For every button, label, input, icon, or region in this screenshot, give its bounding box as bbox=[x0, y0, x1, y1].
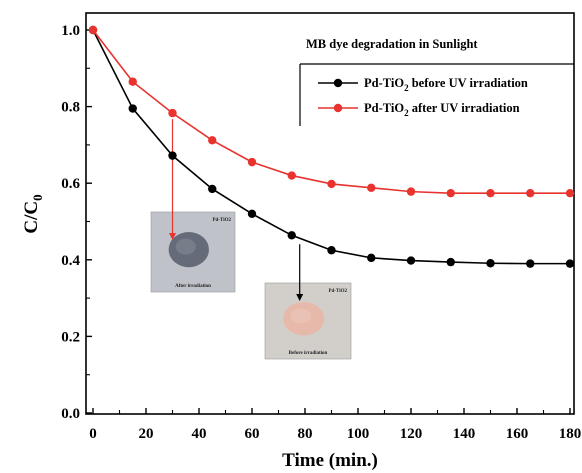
legend-label: Pd-TiO2 after UV irradiation bbox=[364, 101, 520, 118]
inset-photo: Pd-TiO2 After irradiation bbox=[150, 119, 236, 293]
data-point bbox=[446, 257, 455, 267]
inset-photos: Pd-TiO2 After irradiation Pd-TiO2 Before ir… bbox=[150, 119, 352, 360]
data-point bbox=[208, 184, 217, 194]
x-tick-labels: 0 20 40 60 80 100 120 140 160 180 bbox=[89, 426, 581, 442]
x-tick-label: 80 bbox=[298, 426, 313, 442]
data-point bbox=[168, 108, 177, 118]
x-tick-label: 120 bbox=[400, 426, 423, 442]
plot-frame bbox=[85, 12, 575, 415]
powder-highlight bbox=[290, 308, 312, 324]
data-point bbox=[168, 151, 177, 160]
data-point bbox=[327, 179, 336, 189]
data-point bbox=[247, 157, 257, 167]
data-point bbox=[565, 188, 575, 198]
x-tick-label: 20 bbox=[139, 426, 154, 442]
x-tick-label: 100 bbox=[347, 426, 370, 442]
legend-marker bbox=[333, 78, 343, 88]
data-point bbox=[486, 259, 495, 268]
inset-label: Pd-TiO2 bbox=[212, 218, 231, 223]
powder-sample bbox=[283, 302, 325, 336]
series-1 bbox=[88, 25, 575, 198]
data-point bbox=[128, 104, 137, 113]
inset-caption: After irradiation bbox=[175, 284, 211, 289]
data-point bbox=[446, 188, 455, 198]
inset-caption: Before irradiation bbox=[289, 351, 328, 356]
data-point bbox=[287, 171, 296, 180]
y-axis-title: C/C0 bbox=[21, 194, 45, 233]
data-point bbox=[247, 209, 257, 219]
data-point bbox=[367, 183, 376, 192]
data-point bbox=[565, 259, 575, 268]
legend-label: Pd-TiO2 before UV irradiation bbox=[364, 76, 528, 93]
legend-box-bracket bbox=[299, 63, 574, 126]
series-layer bbox=[88, 25, 575, 268]
data-point bbox=[327, 246, 336, 255]
axis-ticks bbox=[86, 29, 571, 414]
legend: MB dye degradation in Sunlight Pd-TiO2 b… bbox=[299, 37, 574, 126]
data-point bbox=[128, 77, 137, 86]
x-tick-label: 160 bbox=[506, 426, 529, 442]
x-axis-title: Time (min.) bbox=[282, 450, 378, 471]
data-point bbox=[486, 188, 495, 198]
legend-entry: Pd-TiO2 after UV irradiation bbox=[318, 101, 520, 118]
y-tick-label: 0.2 bbox=[61, 329, 80, 345]
x-tick-label: 140 bbox=[453, 426, 476, 442]
x-tick-label: 40 bbox=[192, 426, 207, 442]
data-point bbox=[406, 256, 416, 265]
y-tick-labels: 0.0 0.2 0.4 0.6 0.8 1.0 bbox=[61, 23, 80, 422]
data-point bbox=[287, 231, 296, 240]
y-axis-title-base: C/C bbox=[21, 201, 42, 234]
y-tick-label: 0.6 bbox=[61, 176, 80, 192]
y-tick-label: 0.4 bbox=[61, 253, 80, 269]
powder-sample bbox=[168, 232, 209, 268]
legend-marker bbox=[333, 103, 343, 113]
y-tick-label: 1.0 bbox=[61, 23, 80, 39]
data-point bbox=[526, 188, 535, 198]
y-tick-label: 0.0 bbox=[61, 406, 80, 422]
inset-photo: Pd-TiO2 Before irradiation bbox=[264, 244, 352, 360]
inset-arrow-head bbox=[169, 233, 176, 240]
powder-highlight bbox=[175, 238, 196, 255]
x-tick-label: 0 bbox=[89, 426, 97, 442]
y-tick-label: 0.8 bbox=[61, 100, 80, 116]
inset-label: Pd-TiO2 bbox=[328, 289, 347, 294]
legend-entry: Pd-TiO2 before UV irradiation bbox=[318, 76, 528, 93]
data-point bbox=[88, 25, 98, 35]
x-tick-label: 60 bbox=[245, 426, 260, 442]
data-point bbox=[208, 136, 217, 145]
data-point bbox=[367, 253, 376, 263]
data-point bbox=[406, 187, 416, 196]
data-point bbox=[526, 259, 535, 268]
x-tick-label: 180 bbox=[559, 426, 582, 442]
series-0 bbox=[88, 25, 575, 268]
inset-arrow-head bbox=[296, 294, 304, 301]
y-axis-title-subscript: 0 bbox=[30, 194, 45, 201]
chart-title: MB dye degradation in Sunlight bbox=[306, 37, 478, 51]
